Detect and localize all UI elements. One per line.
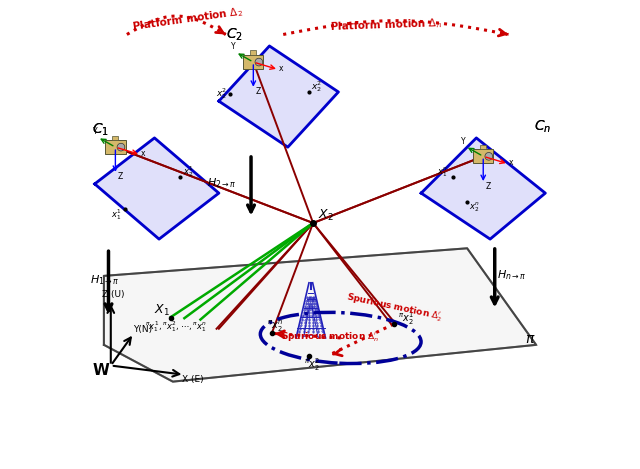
Text: $C_{1}$: $C_{1}$ (92, 121, 109, 138)
Polygon shape (104, 248, 536, 382)
Text: $H_{2\to\pi}$: $H_{2\to\pi}$ (207, 176, 237, 190)
Text: $x_2^1$: $x_2^1$ (184, 164, 194, 179)
Text: Y(N): Y(N) (133, 325, 152, 334)
Text: Spurious motion $\Delta_2'$: Spurious motion $\Delta_2'$ (346, 290, 444, 324)
Text: $X_1$: $X_1$ (154, 303, 170, 318)
Circle shape (485, 152, 493, 160)
Text: x: x (279, 64, 284, 73)
Text: $C_{n}$: $C_{n}$ (534, 119, 551, 136)
Text: X (E): X (E) (182, 375, 204, 384)
Text: Z (U): Z (U) (102, 289, 124, 299)
Text: $\pi$: $\pi$ (525, 332, 535, 346)
Text: $x_1^n$: $x_1^n$ (437, 166, 448, 179)
Text: Y: Y (93, 128, 97, 136)
FancyBboxPatch shape (250, 51, 257, 55)
FancyBboxPatch shape (113, 136, 118, 140)
FancyBboxPatch shape (473, 149, 493, 163)
Text: x: x (509, 158, 513, 167)
Polygon shape (219, 46, 339, 147)
Text: Z: Z (255, 87, 261, 96)
Text: $x_1^1$: $x_1^1$ (111, 207, 122, 222)
Text: $H_{n\to\pi}$: $H_{n\to\pi}$ (497, 268, 527, 282)
Polygon shape (95, 138, 219, 239)
Circle shape (117, 144, 125, 151)
FancyBboxPatch shape (243, 55, 264, 69)
Text: $x_2^2$: $x_2^2$ (216, 86, 227, 101)
Text: x: x (141, 149, 145, 158)
Text: $X_2$: $X_2$ (317, 207, 333, 222)
Text: Z: Z (486, 182, 491, 190)
Text: W: W (92, 363, 109, 378)
Text: $C_2$: $C_2$ (226, 27, 243, 44)
Text: Y: Y (231, 42, 236, 52)
Text: $C_1$: $C_1$ (92, 121, 109, 138)
Text: Y: Y (461, 136, 465, 146)
FancyBboxPatch shape (105, 140, 125, 154)
FancyBboxPatch shape (480, 145, 486, 149)
Text: $C_n$: $C_n$ (534, 119, 551, 136)
Text: Z: Z (118, 172, 123, 182)
Text: $^{\pi}x_1^1,^{\pi}x_1^2,\cdots,^{\pi}x_1^n$: $^{\pi}x_1^1,^{\pi}x_1^2,\cdots,^{\pi}x_… (145, 319, 207, 334)
Text: $x_2^2$: $x_2^2$ (311, 79, 322, 94)
Text: $^{\pi}x_2^1$: $^{\pi}x_2^1$ (398, 310, 415, 327)
Text: Spurious motion $\Delta_n'$: Spurious motion $\Delta_n'$ (281, 330, 380, 344)
Text: $C_{2}$: $C_{2}$ (226, 27, 243, 44)
Text: $x_2^n$: $x_2^n$ (469, 200, 481, 214)
Text: $H_{1\to\pi}$: $H_{1\to\pi}$ (90, 273, 120, 287)
Text: Platform motion $\Delta_n$: Platform motion $\Delta_n$ (329, 16, 442, 34)
Text: Platform motion $\Delta_2$: Platform motion $\Delta_2$ (131, 4, 244, 34)
Text: $^{\pi}x_2^2$: $^{\pi}x_2^2$ (304, 356, 320, 373)
Circle shape (255, 58, 263, 66)
Text: $^{\pi}x_2^n$: $^{\pi}x_2^n$ (267, 318, 284, 334)
Polygon shape (421, 138, 545, 239)
